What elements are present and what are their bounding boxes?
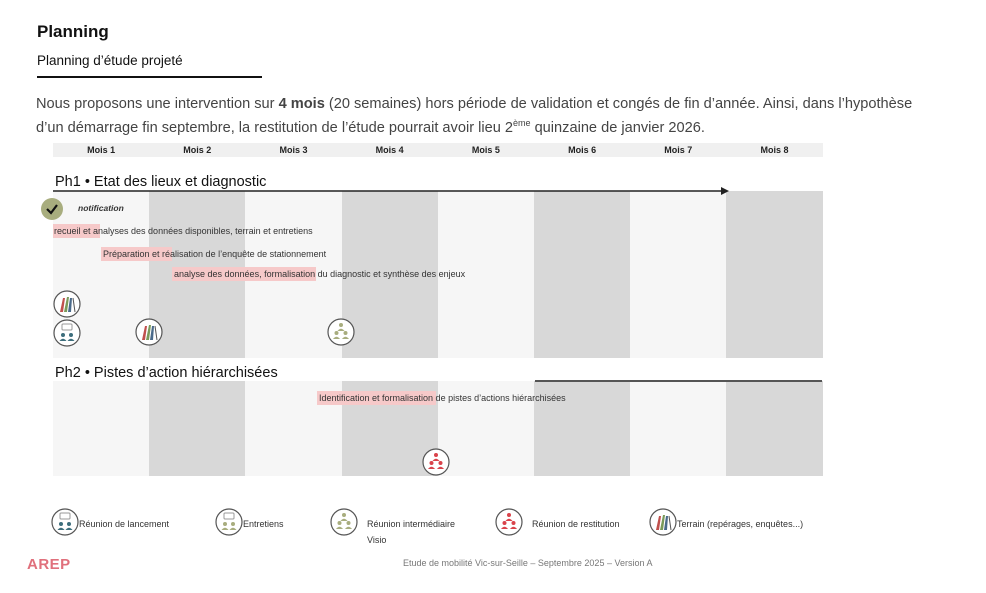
phase1-title: Ph1 • Etat des lieux et diagnostic xyxy=(55,174,267,190)
terrain-icon xyxy=(649,508,677,536)
footer-text: Etude de mobilité Vic-sur-Seille – Septe… xyxy=(403,558,653,568)
month-column xyxy=(630,381,727,476)
month-column xyxy=(726,191,823,358)
lancement-icon xyxy=(51,508,79,536)
month-header: Mois 3 xyxy=(245,143,342,157)
legend-label: Terrain (repérages, enquêtes...) xyxy=(677,519,804,529)
month-column xyxy=(53,381,150,476)
month-header: Mois 4 xyxy=(341,143,438,157)
legend-label: Réunion de lancement xyxy=(79,519,170,529)
intermediaire-icon xyxy=(330,508,358,536)
task-2-1: Identification et formalisation de piste… xyxy=(319,393,566,403)
month-column xyxy=(630,191,727,358)
legend-label: Réunion de restitution xyxy=(532,519,620,529)
legend-label: Réunion intermédiaire xyxy=(367,519,456,529)
month-header: Mois 1 xyxy=(53,143,150,157)
entretiens-icon xyxy=(215,508,243,536)
task-highlight xyxy=(317,391,436,405)
task-highlight xyxy=(101,247,172,261)
legend-sublabel: Visio xyxy=(367,535,387,545)
terrain-icon xyxy=(53,290,81,318)
intro-paragraph: Nous proposons une intervention sur 4 mo… xyxy=(36,96,913,136)
notification-label: notification xyxy=(78,203,124,213)
lancement-icon xyxy=(53,319,81,347)
arep-logo: AREP xyxy=(27,556,71,573)
task-highlight xyxy=(172,267,316,281)
intermediaire-icon xyxy=(327,318,355,346)
month-header: Mois 7 xyxy=(630,143,727,157)
month-column xyxy=(534,381,631,476)
page-title: Planning xyxy=(37,22,109,41)
subtitle-underline xyxy=(37,76,262,78)
month-column xyxy=(437,191,534,358)
task-1-3: analyse des données, formalisation du di… xyxy=(174,269,466,279)
month-header: Mois 8 xyxy=(726,143,823,157)
month-header: Mois 5 xyxy=(437,143,534,157)
task-1-1: recueil et analyses des données disponib… xyxy=(54,226,313,236)
phase2-line xyxy=(535,380,822,382)
month-column xyxy=(341,191,438,358)
phase2-title: Ph2 • Pistes d’action hiérarchisées xyxy=(55,365,278,381)
month-column xyxy=(149,381,246,476)
month-header: Mois 2 xyxy=(149,143,246,157)
legend-label: Entretiens xyxy=(243,519,284,529)
task-highlight xyxy=(53,224,100,238)
page-subtitle: Planning d’étude projeté xyxy=(37,53,183,68)
month-column xyxy=(726,381,823,476)
month-header: Mois 6 xyxy=(534,143,631,157)
restitution-icon xyxy=(495,508,523,536)
restitution-icon xyxy=(422,448,450,476)
check-icon xyxy=(41,198,63,220)
task-1-2: Préparation et réalisation de l’enquête … xyxy=(103,249,327,259)
phase1-arrow xyxy=(53,187,729,195)
terrain-icon xyxy=(135,318,163,346)
month-column xyxy=(534,191,631,358)
month-column xyxy=(437,381,534,476)
